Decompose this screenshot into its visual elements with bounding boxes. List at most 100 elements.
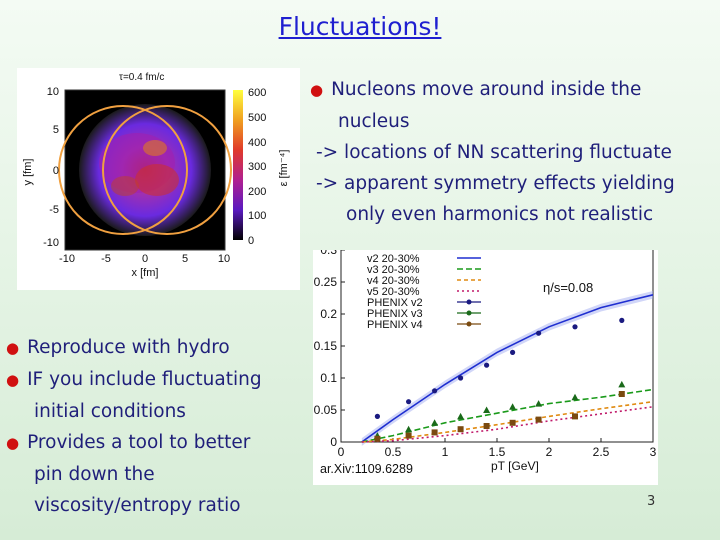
hotspot-d <box>143 140 167 156</box>
bullet-text: initial conditions <box>34 401 186 422</box>
data-point <box>483 406 491 413</box>
energy-density-heatmap: τ=0.4 fm/c 10 5 0 -5 -10 y [fm] -10 -5 0… <box>17 68 300 290</box>
y-tick-label: 0.15 <box>314 339 338 353</box>
bullet-text: nucleus <box>338 111 410 132</box>
y-tick: 5 <box>53 124 59 136</box>
y-tick: -10 <box>43 237 59 249</box>
y-tick: 0 <box>53 165 59 177</box>
legend-marker <box>466 299 472 305</box>
y-tick-label: 0.05 <box>314 403 338 417</box>
bullet-dot-icon: ● <box>6 434 20 452</box>
data-point <box>431 429 438 436</box>
data-point <box>374 413 380 419</box>
eta-over-s-annotation: η/s=0.08 <box>543 280 593 295</box>
left-bullet-list: ● Reproduce with hydro ● IF you include fl… <box>6 332 306 521</box>
bullet-text: Provides a tool to better <box>27 432 251 453</box>
heatmap-y-ticks: 10 5 0 -5 -10 <box>43 86 59 249</box>
data-point <box>572 324 578 330</box>
data-point <box>405 432 412 439</box>
x-tick: -5 <box>101 253 111 265</box>
list-item: ● IF you include fluctuating <box>6 364 306 396</box>
list-item: ● Reproduce with hydro <box>6 332 306 364</box>
x-tick-label: 1 <box>442 445 449 459</box>
colorbar-ticks: 600 500 400 300 200 100 0 <box>248 87 266 247</box>
colorbar-tick: 400 <box>248 137 266 149</box>
colorbar-tick: 500 <box>248 112 266 124</box>
data-point <box>535 400 543 407</box>
heatmap-xlabel: x [fm] <box>132 267 159 279</box>
y-tick-label: 0 <box>330 435 337 449</box>
bullet-text: -> apparent symmetry effects yielding <box>316 173 675 194</box>
colorbar-tick: 300 <box>248 161 266 173</box>
series-line <box>361 294 654 443</box>
flow-harmonics-chart: 0 0.05 0.1 0.15 0.2 0.25 0.3 0 0.5 1 1.5 2 2.5 3 pT [G… <box>313 250 658 485</box>
colorbar <box>233 90 243 240</box>
legend-marker <box>466 321 472 327</box>
list-item: ● Provides a tool to better <box>6 427 306 459</box>
series-line <box>361 400 654 443</box>
nucleus-b-outline <box>102 105 232 235</box>
data-point <box>431 419 439 426</box>
data-point <box>571 393 579 401</box>
colorbar-tick: 0 <box>248 235 254 247</box>
x-tick-label: 0 <box>338 445 345 459</box>
series-line <box>361 388 654 443</box>
flow-chart-svg: 0 0.05 0.1 0.15 0.2 0.25 0.3 0 0.5 1 1.5 2 2.5 3 pT [G… <box>314 250 657 473</box>
page-number: 3 <box>647 494 656 509</box>
y-tick-label: 0.2 <box>320 307 337 321</box>
bullet-text: viscosity/entropy ratio <box>34 495 241 516</box>
x-tick: 5 <box>182 253 188 265</box>
data-point <box>619 317 625 323</box>
data-point <box>509 419 516 426</box>
y-tick-label: 0.25 <box>314 275 338 289</box>
heatmap-ylabel: y [fm] <box>22 159 34 186</box>
data-point <box>405 425 413 433</box>
bullet-text: Nucleons move around inside the <box>331 79 642 100</box>
data-point <box>484 362 490 368</box>
colorbar-tick: 200 <box>248 186 266 198</box>
data-point <box>406 399 412 405</box>
data-point <box>374 435 381 442</box>
bullet-text: IF you include fluctuating <box>27 369 262 390</box>
data-point <box>510 349 516 355</box>
legend-entry: PHENIX v4 <box>367 319 423 331</box>
x-tick: 10 <box>218 253 230 265</box>
hotspot-b <box>135 164 179 196</box>
data-point <box>572 413 578 420</box>
x-tick-label: 2 <box>546 445 553 459</box>
data-point <box>457 412 465 420</box>
slide-title: Fluctuations! <box>278 12 442 41</box>
heatmap-top-label: τ=0.4 fm/c <box>119 72 164 83</box>
nucleus-a-outline <box>58 105 188 235</box>
y-tick: 10 <box>47 86 59 98</box>
bullet-dot-icon: ● <box>310 81 324 99</box>
arxiv-citation: ar.Xiv:1109.6289 <box>320 462 413 476</box>
colorbar-tick: 100 <box>248 210 266 222</box>
x-tick-label: 3 <box>650 445 657 459</box>
x-tick: -10 <box>59 253 75 265</box>
colorbar-label: ε [fm⁻⁴] <box>278 150 290 187</box>
x-axis-label: pT [GeV] <box>491 459 539 473</box>
legend-entry: v5 20-30% <box>367 286 420 298</box>
x-tick: 0 <box>142 253 148 265</box>
heatmap-x-ticks: -10 -5 0 5 10 <box>59 253 230 265</box>
legend-entry: PHENIX v2 <box>367 297 423 309</box>
legend-entry: PHENIX v3 <box>367 308 423 320</box>
colorbar-tick: 600 <box>248 87 266 99</box>
x-tick-label: 1.5 <box>489 445 506 459</box>
bullet-text: pin down the <box>34 464 155 485</box>
data-point <box>483 423 490 429</box>
bullet-dot-icon: ● <box>6 371 20 389</box>
bullet-text: -> locations of NN scattering fluctuate <box>316 142 672 163</box>
y-tick: -5 <box>49 204 59 216</box>
data-point <box>618 380 626 388</box>
legend-entry: v3 20-30% <box>367 264 420 276</box>
bullet-text: Reproduce with hydro <box>27 337 230 358</box>
x-tick-label: 0.5 <box>385 445 402 459</box>
data-point <box>457 426 464 433</box>
legend-marker <box>466 310 472 316</box>
legend-entry: v4 20-30% <box>367 275 420 287</box>
data-point <box>535 416 542 423</box>
data-point <box>458 375 464 381</box>
data-point <box>618 391 625 397</box>
